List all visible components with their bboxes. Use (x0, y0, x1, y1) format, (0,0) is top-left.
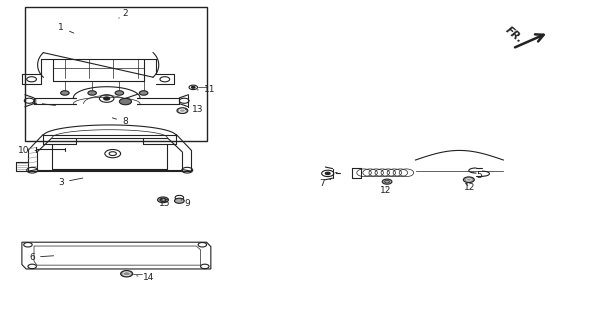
Text: 3: 3 (58, 178, 83, 187)
Circle shape (115, 91, 124, 95)
Circle shape (88, 91, 97, 95)
Bar (25, 7, 206, 141)
Circle shape (177, 108, 188, 114)
Text: 14: 14 (137, 273, 155, 282)
Text: 10: 10 (18, 146, 37, 155)
Text: FR.: FR. (503, 25, 524, 45)
Text: 11: 11 (197, 85, 215, 94)
Circle shape (325, 172, 330, 175)
Text: 6: 6 (29, 253, 53, 262)
Circle shape (104, 97, 110, 100)
Text: 12: 12 (379, 186, 391, 195)
Text: 7: 7 (319, 179, 331, 188)
Text: 4: 4 (31, 98, 55, 107)
Text: 2: 2 (119, 9, 127, 18)
Text: 8: 8 (112, 117, 127, 126)
Text: 5: 5 (473, 172, 482, 180)
Circle shape (121, 270, 133, 277)
Text: 12: 12 (464, 183, 476, 192)
Circle shape (174, 198, 184, 203)
Circle shape (191, 86, 195, 88)
Circle shape (140, 91, 148, 95)
Circle shape (463, 177, 474, 183)
Circle shape (120, 98, 132, 105)
Circle shape (61, 91, 69, 95)
Text: 13: 13 (185, 105, 203, 114)
Text: 1: 1 (58, 23, 74, 33)
Text: 9: 9 (181, 198, 190, 207)
Text: 15: 15 (158, 198, 170, 207)
Circle shape (382, 179, 392, 184)
Circle shape (158, 197, 169, 203)
